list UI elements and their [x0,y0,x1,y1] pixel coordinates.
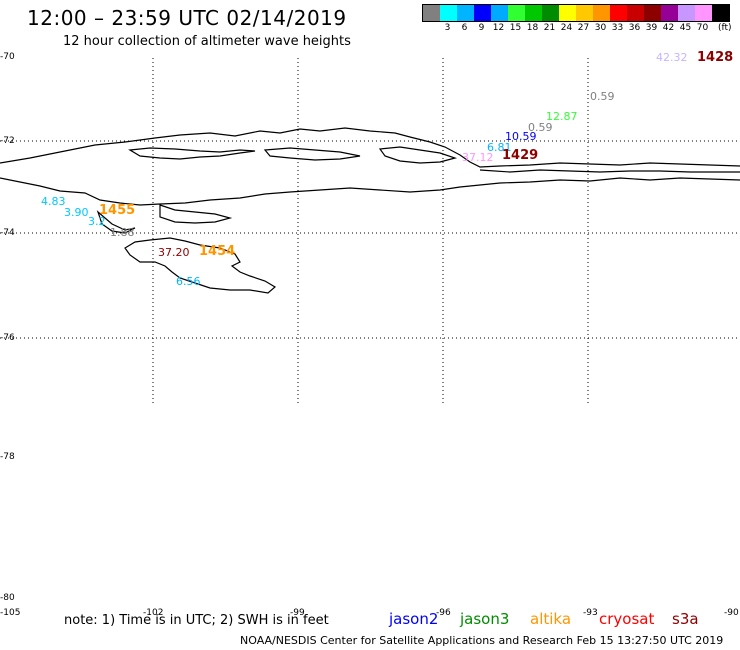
lon-label: -105 [0,608,21,618]
footer-note: note: 1) Time is in UTC; 2) SWH is in fe… [64,613,329,628]
legend-swatch [542,5,559,21]
legend-label: 36 [628,23,641,33]
satellite-legend-s3a: s3a [672,610,699,628]
legend-label: 3 [444,23,451,33]
legend-swatch [610,5,627,21]
legend-swatch [593,5,610,21]
legend-label: 24 [560,23,573,33]
wave-height-label: 0.59 [528,121,553,134]
lat-label: -70 [0,52,15,62]
lat-label: -74 [0,228,15,238]
legend-label: 12 [492,23,505,33]
lon-label: -96 [436,608,451,618]
legend-swatch [525,5,542,21]
wave-height-label: 37.20 [158,246,190,259]
wave-height-label: 6.81 [487,141,512,154]
lon-label: -90 [724,608,739,618]
legend-label: 33 [611,23,624,33]
legend-swatch [440,5,457,21]
legend-label: 45 [679,23,692,33]
legend-label: 42 [662,23,675,33]
legend-swatch [627,5,644,21]
legend-label: 15 [509,23,522,33]
lon-label: -102 [143,608,164,618]
wave-height-label: 1.88 [110,226,135,239]
legend-swatch [695,5,712,21]
map-title: 12:00 – 23:59 UTC 02/14/2019 [27,6,347,30]
legend-swatch [559,5,576,21]
wave-height-label: 0.59 [590,90,615,103]
graticule [0,58,740,405]
wave-height-label: 3.2 [88,215,106,228]
legend-unit: (ft) [718,23,732,33]
wave-height-label: 3.90 [64,206,89,219]
pass-time-label: 1429 [502,148,539,163]
satellite-legend-altika: altika [530,610,572,628]
wave-height-label: 6.56 [176,275,201,288]
legend-swatch [712,5,729,21]
legend-swatch [661,5,678,21]
footer-credit: NOAA/NESDIS Center for Satellite Applica… [240,634,724,647]
legend-swatch [508,5,525,21]
legend-swatch [457,5,474,21]
legend-label: 39 [645,23,658,33]
color-legend [422,4,730,22]
legend-label: 27 [577,23,590,33]
legend-swatch [678,5,695,21]
satellite-legend-cryosat: cryosat [599,610,655,628]
legend-swatch [644,5,661,21]
legend-swatch [474,5,491,21]
coastline [0,127,740,294]
legend-swatch [576,5,593,21]
lat-label: -76 [0,333,15,343]
legend-label: 18 [526,23,539,33]
wave-height-label: 4.83 [41,195,66,208]
legend-label: 6 [461,23,468,33]
lat-label: -78 [0,452,15,462]
lon-label: -93 [583,608,598,618]
wave-height-label: 12.87 [546,110,578,123]
legend-label: 9 [478,23,485,33]
wave-height-label: 10.59 [505,130,537,143]
lon-label: -99 [290,608,305,618]
satellite-legend-jason3: jason3 [460,610,510,628]
legend-labels: 3 6 9 12 15 18 21 24 27 30 33 36 39 42 45 70 [422,23,711,33]
map-subtitle: 12 hour collection of altimeter wave hei… [63,34,351,49]
pass-time-label: 1454 [199,244,236,259]
legend-label: 21 [543,23,556,33]
satellite-legend-jason2: jason2 [389,610,439,628]
lat-label: -72 [0,136,15,146]
pass-time-label: 1428 [697,50,734,65]
pass-time-label: 1455 [99,203,136,218]
wave-height-label: 37.12 [462,151,494,164]
legend-swatch [491,5,508,21]
lat-label: -80 [0,593,15,603]
wave-height-label: 42.32 [656,51,688,64]
legend-swatch [423,5,440,21]
legend-label: 30 [594,23,607,33]
legend-label: 70 [696,23,709,33]
